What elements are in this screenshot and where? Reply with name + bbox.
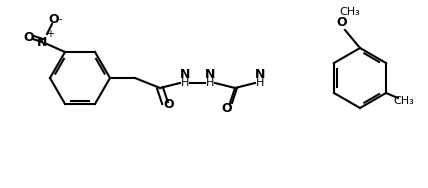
Text: CH₃: CH₃ <box>340 7 360 17</box>
Text: H: H <box>256 78 264 88</box>
Text: +: + <box>46 29 54 39</box>
Text: O: O <box>49 13 59 26</box>
Text: N: N <box>37 36 47 49</box>
Text: CH₃: CH₃ <box>394 96 414 106</box>
Text: O: O <box>222 102 232 114</box>
Text: H: H <box>181 78 189 88</box>
Text: O: O <box>24 30 34 43</box>
Text: N: N <box>180 68 190 82</box>
Text: H: H <box>206 78 214 88</box>
Text: O: O <box>163 99 174 111</box>
Text: O: O <box>337 15 347 29</box>
Text: N: N <box>205 68 215 82</box>
Text: -: - <box>58 14 62 24</box>
Text: N: N <box>255 68 265 82</box>
